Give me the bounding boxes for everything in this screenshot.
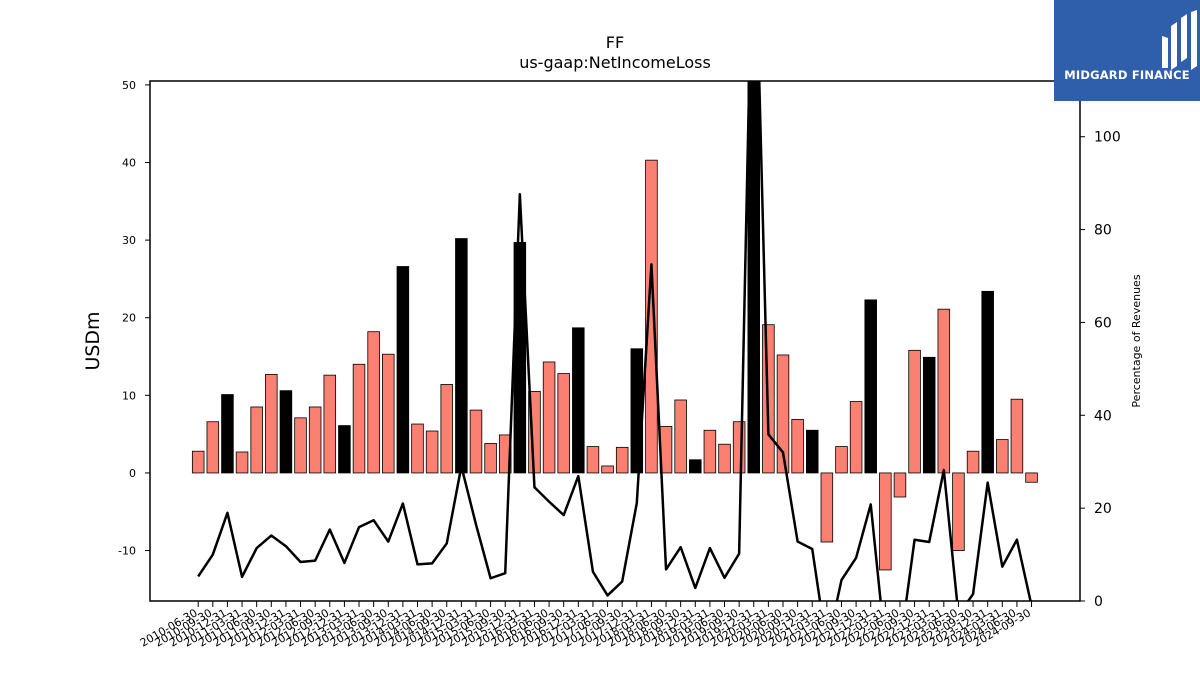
bar-2021-06-30: [835, 446, 848, 474]
bar-2019-03-31: [703, 429, 717, 474]
x-axis-ticks: 2010-06-302010-09-302010-12-312011-03-31…: [138, 601, 1033, 650]
y2-tick-label: 20: [1094, 501, 1112, 517]
bar-2020-09-30: [791, 418, 804, 474]
bar-2017-06-30: [601, 465, 614, 474]
bar-2021-12-31: [864, 299, 877, 474]
bar-2022-06-30: [893, 472, 907, 498]
bar-2013-06-30: [367, 331, 380, 474]
bar-2019-12-31: [747, 81, 761, 474]
bar-2012-03-31: [294, 417, 307, 474]
midgard-finance-logo: MIDGARD FINANCE: [1054, 0, 1200, 101]
bar-2013-09-30: [382, 353, 395, 474]
y-tick-label: -10: [118, 545, 136, 558]
right-axis-ticks: 0 20 40 60 80 100: [1080, 130, 1121, 610]
bar-2022-03-31: [879, 472, 892, 571]
bar-2018-09-30: [674, 399, 687, 474]
percentage-line: [197, 81, 1032, 601]
bar-2011-06-30: [250, 406, 263, 474]
bar-2024-06-30: [1010, 398, 1024, 474]
bar-2010-12-31: [221, 394, 234, 474]
bar-2015-06-30: [484, 443, 497, 474]
bar-2015-03-31: [469, 409, 483, 474]
logo-mark-icon: [1162, 10, 1197, 70]
y2-tick-label: 60: [1094, 315, 1112, 331]
bar-2022-12-31: [922, 356, 936, 474]
bar-2016-09-30: [557, 373, 570, 474]
bar-2012-12-31: [338, 425, 351, 474]
y-tick-label: 10: [122, 389, 136, 402]
y-tick-label: 40: [122, 156, 136, 169]
y-tick-label: 50: [122, 79, 136, 92]
bar-2024-03-31: [996, 439, 1009, 474]
bar-2016-06-30: [542, 361, 556, 474]
bar-2011-09-30: [265, 373, 278, 474]
y2-axis-label: Percentage of Revenues: [1130, 274, 1143, 407]
bar-2013-03-31: [352, 363, 366, 474]
bar-2012-06-30: [308, 406, 322, 474]
bar-2020-12-31: [805, 429, 819, 474]
y-axis-label: USDm: [82, 311, 104, 370]
bar-2022-09-30: [908, 349, 921, 474]
bar-2023-12-31: [981, 290, 994, 474]
bar-2017-03-31: [586, 446, 600, 474]
bar-2021-09-30: [849, 401, 863, 474]
logo-text: MIDGARD FINANCE: [1064, 68, 1190, 82]
bar-2011-03-31: [235, 451, 249, 474]
bar-2014-09-30: [440, 384, 453, 474]
y-tick-label: 20: [122, 312, 136, 325]
bar-2016-12-31: [572, 327, 585, 474]
bar-2019-06-30: [718, 443, 731, 474]
bar-2010-09-30: [206, 421, 220, 474]
y-tick-label: 0: [129, 467, 136, 480]
bar-2023-09-30: [966, 450, 980, 474]
chart-subtitle: us-gaap:NetIncomeLoss: [519, 53, 711, 72]
bar-2023-06-30: [952, 472, 965, 551]
bar-2011-12-31: [279, 390, 293, 474]
bar-2014-03-31: [411, 423, 424, 474]
bar-2013-12-31: [396, 266, 410, 474]
bar-series: [191, 81, 1038, 571]
bar-2014-12-31: [455, 238, 468, 474]
y2-tick-label: 0: [1094, 594, 1103, 610]
bar-2018-03-31: [645, 159, 658, 474]
bar-2018-12-31: [689, 459, 702, 474]
y2-tick-label: 40: [1094, 408, 1112, 424]
chart-title: FF: [606, 33, 624, 52]
bar-2014-06-30: [425, 430, 439, 474]
bar-2021-03-31: [820, 472, 834, 543]
bar-2010-06-30: [191, 450, 205, 474]
bar-2023-03-31: [937, 308, 951, 474]
bar-2012-09-30: [323, 374, 337, 474]
bar-2020-06-30: [776, 354, 790, 474]
bar-2019-09-30: [732, 421, 746, 474]
percentage-line-series: [197, 81, 1032, 601]
y2-tick-label: 80: [1094, 223, 1112, 239]
y-tick-label: 30: [122, 234, 136, 247]
left-axis-ticks: -10 0 10 20 30 40 50: [118, 79, 150, 558]
plot-frame: [149, 80, 1081, 602]
y2-tick-label: 100: [1094, 130, 1121, 146]
bar-2024-09-30: [1025, 472, 1038, 483]
bar-2017-09-30: [615, 446, 629, 474]
